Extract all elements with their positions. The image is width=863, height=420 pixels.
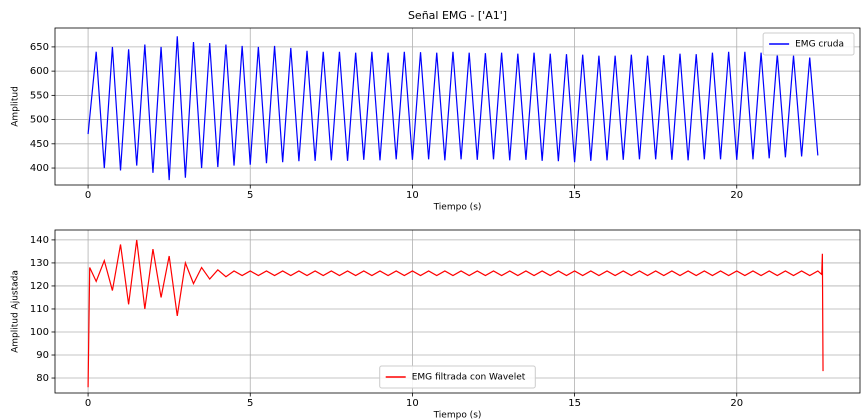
legend: EMG cruda bbox=[769, 40, 844, 50]
x-tick-label: 15 bbox=[568, 398, 581, 409]
y-axis-label: Amplitud Ajustada bbox=[11, 270, 21, 353]
legend: EMG filtrada con Wavelet bbox=[385, 373, 526, 383]
x-tick-label: 5 bbox=[247, 398, 253, 409]
y-axis-label: Amplitud bbox=[11, 86, 21, 127]
data-line bbox=[87, 239, 824, 388]
y-tick-label: 100 bbox=[30, 327, 49, 338]
x-tick-label: 20 bbox=[730, 190, 743, 201]
x-tick-label: 10 bbox=[406, 190, 419, 201]
x-tick-label: 0 bbox=[85, 190, 91, 201]
y-tick-label: 120 bbox=[30, 281, 49, 292]
legend-label: EMG filtrada con Wavelet bbox=[412, 373, 526, 383]
chart-title: Señal EMG - ['A1'] bbox=[408, 9, 507, 22]
y-tick-label: 400 bbox=[30, 163, 49, 174]
legend-box bbox=[379, 365, 536, 389]
x-tick-label: 15 bbox=[568, 190, 581, 201]
y-tick-label: 500 bbox=[30, 115, 49, 126]
y-tick-label: 450 bbox=[30, 139, 49, 150]
x-tick-label: 10 bbox=[406, 398, 419, 409]
y-tick-label: 650 bbox=[30, 42, 49, 53]
legend-box bbox=[762, 32, 855, 56]
y-tick-label: 130 bbox=[30, 258, 49, 269]
x-axis-label: Tiempo (s) bbox=[433, 203, 482, 213]
y-tick-label: 140 bbox=[30, 235, 49, 246]
plot-frame bbox=[54, 229, 861, 394]
x-tick-label: 5 bbox=[247, 190, 253, 201]
y-tick-label: 80 bbox=[36, 373, 49, 384]
legend-label: EMG cruda bbox=[795, 40, 844, 50]
plot-frame bbox=[54, 27, 861, 186]
y-tick-label: 90 bbox=[36, 350, 49, 361]
y-tick-label: 110 bbox=[30, 304, 49, 315]
y-tick-label: 600 bbox=[30, 66, 49, 77]
x-axis-label: Tiempo (s) bbox=[433, 411, 482, 420]
x-tick-label: 0 bbox=[85, 398, 91, 409]
y-tick-label: 550 bbox=[30, 90, 49, 101]
data-line bbox=[87, 36, 819, 181]
x-tick-label: 20 bbox=[730, 398, 743, 409]
